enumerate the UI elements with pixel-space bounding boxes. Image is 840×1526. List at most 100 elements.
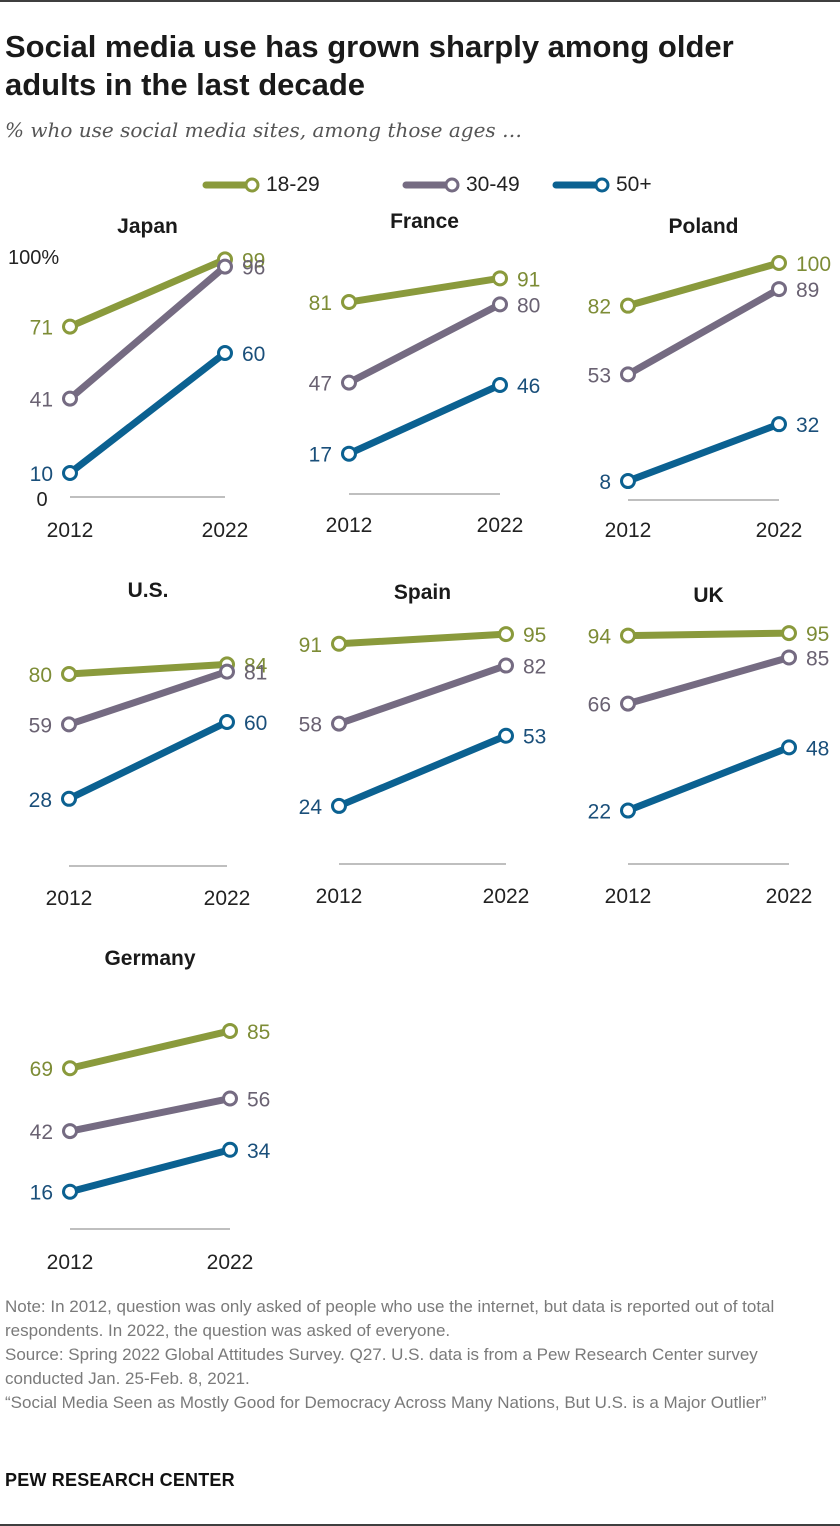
- panel-title-japan: Japan: [117, 215, 178, 238]
- series-line-spain-50: [335, 732, 510, 810]
- point-poland-30-49-2012: [620, 366, 636, 383]
- x-tick-japan-2012: 2012: [47, 519, 94, 542]
- value-label-poland-18-29-2022: 100: [796, 253, 831, 276]
- point-germany-50-2012: [62, 1183, 78, 1200]
- value-label-u-s-50-2012: 28: [29, 789, 52, 812]
- point-poland-18-29-2022: [771, 255, 787, 271]
- value-label-germany-18-29-2012: 69: [30, 1058, 53, 1081]
- panel-title-germany: Germany: [104, 947, 195, 970]
- x-tick-u-s-2022: 2022: [204, 887, 251, 910]
- point-u-s-30-49-2022: [219, 663, 235, 680]
- point-france-18-29-2012: [341, 294, 357, 311]
- point-germany-30-49-2022: [222, 1090, 238, 1107]
- point-uk-18-29-2012: [620, 627, 636, 644]
- series-line-spain-18-29: [335, 630, 510, 648]
- value-label-u-s-50-2022: 60: [244, 712, 267, 735]
- point-france-18-29-2022: [492, 270, 508, 287]
- legend-label-18-29: 18-29: [266, 173, 320, 196]
- value-label-uk-50-2012: 22: [588, 801, 611, 824]
- x-tick-germany-2012: 2012: [47, 1251, 94, 1274]
- value-label-japan-50-2022: 60: [242, 343, 265, 366]
- point-germany-30-49-2012: [62, 1123, 78, 1140]
- chart-subtitle: % who use social media sites, among thos…: [5, 118, 523, 142]
- series-line-uk-30-49: [624, 653, 793, 708]
- y-axis-zero-label-japan: 0: [36, 489, 47, 511]
- value-label-france-18-29-2012: 81: [309, 292, 332, 315]
- panel-title-uk: UK: [693, 584, 723, 607]
- x-tick-france-2012: 2012: [326, 514, 373, 537]
- point-spain-18-29-2022: [498, 626, 514, 643]
- value-label-france-50-2022: 46: [517, 375, 540, 398]
- value-label-uk-30-49-2022: 85: [806, 647, 829, 670]
- point-u-s-30-49-2012: [61, 716, 77, 733]
- panel-title-france: France: [390, 210, 459, 233]
- value-label-japan-18-29-2022: 99: [242, 249, 265, 272]
- value-label-uk-50-2022: 48: [806, 737, 829, 760]
- point-japan-50-2022: [217, 345, 233, 361]
- point-uk-30-49-2022: [781, 649, 797, 666]
- panel-title-u-s: U.S.: [128, 579, 169, 602]
- x-tick-germany-2022: 2022: [207, 1251, 254, 1274]
- footnote-source: Source: Spring 2022 Global Attitudes Sur…: [5, 1345, 758, 1388]
- value-label-france-30-49-2012: 47: [309, 373, 332, 396]
- series-line-germany-18-29: [66, 1027, 234, 1072]
- chart-title: Social media use has grown sharply among…: [5, 29, 734, 102]
- value-label-france-50-2012: 17: [309, 444, 332, 467]
- point-germany-50-2022: [222, 1141, 238, 1158]
- panel-title-spain: Spain: [394, 581, 451, 604]
- value-label-germany-50-2022: 34: [247, 1140, 271, 1163]
- point-uk-30-49-2012: [620, 695, 636, 712]
- series-line-germany-50: [66, 1146, 234, 1196]
- point-spain-50-2012: [331, 797, 347, 814]
- value-label-germany-30-49-2022: 56: [247, 1089, 270, 1112]
- point-japan-18-29-2012: [62, 318, 78, 335]
- point-uk-50-2022: [781, 739, 797, 756]
- x-tick-spain-2012: 2012: [316, 885, 363, 908]
- x-tick-spain-2022: 2022: [483, 885, 530, 908]
- point-poland-18-29-2012: [620, 297, 636, 314]
- point-spain-18-29-2012: [331, 635, 347, 652]
- value-label-japan-50-2012: 10: [30, 463, 53, 486]
- value-label-spain-18-29-2022: 95: [523, 624, 546, 647]
- point-japan-50-2012: [62, 465, 78, 481]
- point-poland-50-2022: [771, 416, 787, 433]
- series-line-japan-30-49: [66, 263, 229, 403]
- series-line-france-30-49: [345, 300, 504, 387]
- value-label-uk-18-29-2022: 95: [806, 623, 829, 646]
- point-u-s-50-2022: [219, 714, 235, 730]
- series-line-poland-18-29: [624, 259, 783, 310]
- series-line-germany-30-49: [66, 1095, 234, 1135]
- point-france-50-2012: [341, 445, 357, 462]
- x-tick-france-2022: 2022: [477, 514, 524, 537]
- footnote-report-title: “Social Media Seen as Mostly Good for De…: [5, 1393, 767, 1412]
- x-tick-uk-2012: 2012: [605, 885, 652, 908]
- value-label-poland-50-2022: 32: [796, 414, 819, 437]
- series-line-u-s-50: [65, 718, 231, 803]
- series-line-france-50: [345, 381, 504, 458]
- point-germany-18-29-2012: [62, 1060, 78, 1077]
- series-line-poland-50: [624, 420, 783, 485]
- series-line-japan-18-29: [66, 255, 229, 331]
- panel-title-poland: Poland: [668, 215, 738, 238]
- series-line-japan-50: [66, 349, 229, 477]
- value-label-poland-30-49-2012: 53: [588, 364, 611, 387]
- series-line-u-s-30-49: [65, 668, 231, 728]
- series-line-france-18-29: [345, 274, 504, 306]
- legend-label-50-plus: 50+: [616, 173, 652, 196]
- series-line-uk-18-29: [624, 629, 793, 640]
- value-label-poland-50-2012: 8: [599, 471, 611, 494]
- x-tick-japan-2022: 2022: [202, 519, 249, 542]
- value-label-poland-18-29-2012: 82: [588, 296, 611, 319]
- point-poland-50-2012: [620, 473, 636, 490]
- value-label-spain-50-2012: 24: [299, 796, 323, 819]
- series-line-poland-30-49: [624, 285, 783, 378]
- point-spain-30-49-2022: [498, 657, 514, 674]
- value-label-u-s-30-49-2022: 81: [244, 662, 267, 685]
- footer-notes: Note: In 2012, question was only asked o…: [5, 1295, 837, 1415]
- value-label-france-18-29-2022: 91: [517, 268, 540, 291]
- value-label-uk-18-29-2012: 94: [588, 626, 612, 649]
- point-spain-30-49-2012: [331, 715, 347, 732]
- value-label-spain-30-49-2022: 82: [523, 656, 546, 679]
- legend: 18-29 30-49 50+: [0, 170, 840, 200]
- point-germany-18-29-2022: [222, 1022, 238, 1039]
